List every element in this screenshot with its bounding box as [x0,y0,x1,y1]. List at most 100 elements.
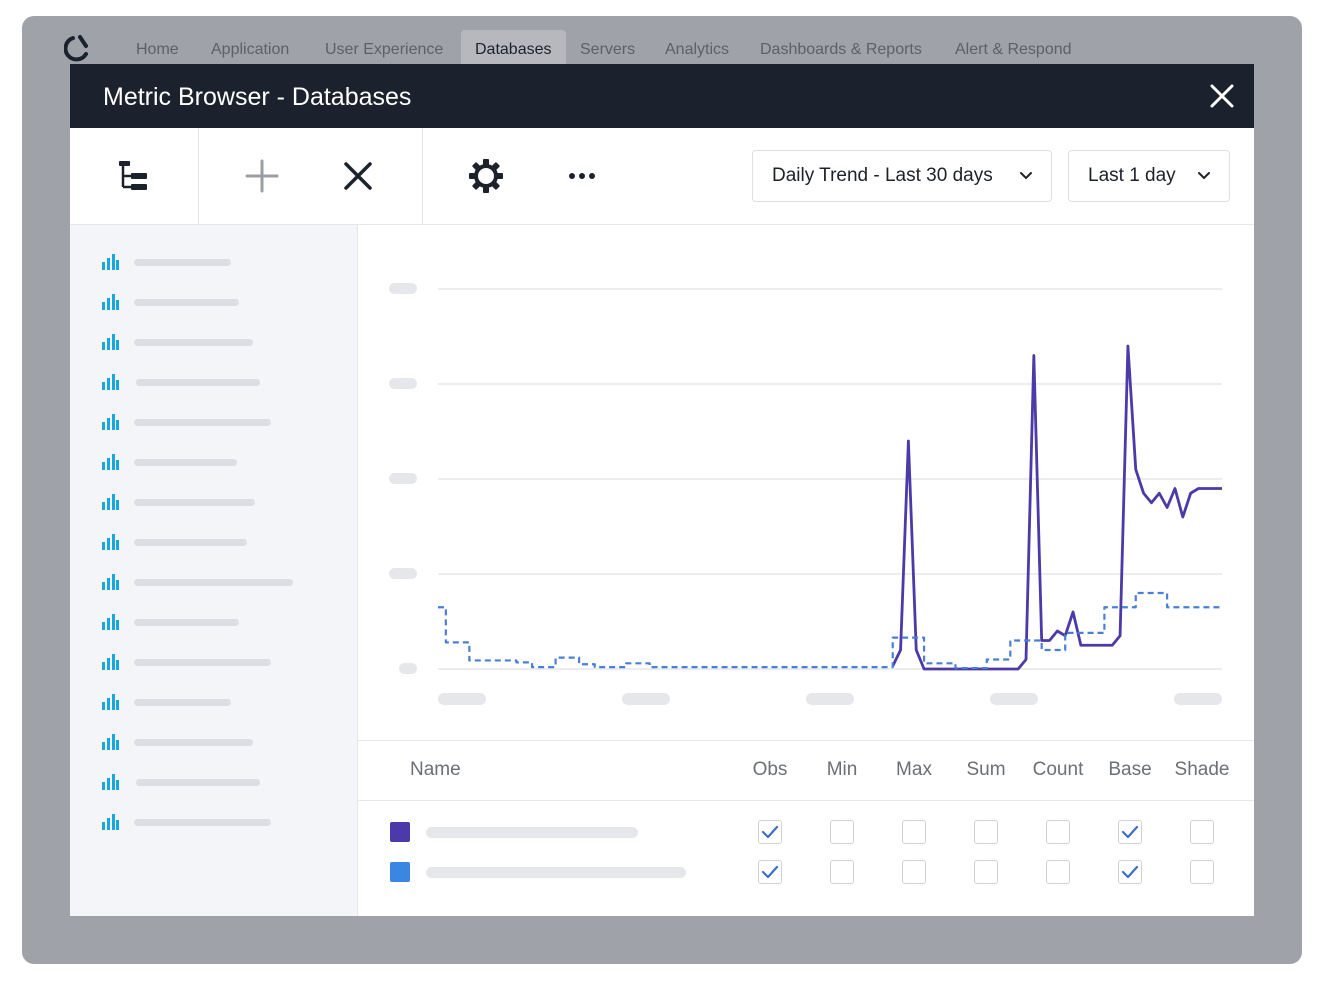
bar-chart-icon [102,574,119,590]
more-icon[interactable] [564,158,600,194]
checkbox-base[interactable] [1118,820,1142,844]
plus-icon[interactable] [244,158,280,194]
checkmark-icon [761,865,779,879]
checkbox-max[interactable] [902,820,926,844]
checkmark-icon [1121,825,1139,839]
bar-chart-icon [102,534,119,550]
y-tick-label-placeholder [389,568,417,579]
bar-chart-icon [102,254,119,270]
tree-item[interactable] [101,572,331,592]
x-tick-label-placeholder [438,693,486,705]
checkbox-obs[interactable] [758,860,782,884]
column-header-base: Base [1108,759,1152,780]
logo-icon [64,35,88,62]
bar-chart-icon [102,494,119,510]
y-tick-label-placeholder [399,663,417,674]
y-tick-label-placeholder [389,473,417,484]
tree-item-label-placeholder [134,739,253,746]
nav-item-home[interactable]: Home [136,41,179,58]
column-header-count: Count [1032,759,1084,780]
checkbox-base[interactable] [1118,860,1142,884]
bar-chart-icon [102,774,119,790]
trend-select[interactable]: Daily Trend - Last 30 days [752,150,1052,202]
range-select-value: Last 1 day [1088,165,1176,186]
checkbox-count[interactable] [1046,820,1070,844]
tree-item-label-placeholder [134,699,231,706]
bar-chart-icon [102,814,119,830]
tree-item[interactable] [101,372,331,392]
y-tick-label-placeholder [389,283,417,294]
tree-item[interactable] [101,812,331,832]
checkbox-max[interactable] [902,860,926,884]
toolbar-divider [198,128,199,225]
metric-name-placeholder [426,867,686,878]
bar-chart-icon [102,374,119,390]
tree-item[interactable] [101,532,331,552]
x-tick-label-placeholder [806,693,854,705]
chevron-down-icon [1020,172,1032,180]
bar-chart-icon [102,734,119,750]
checkmark-icon [761,825,779,839]
nav-item-alert-respond[interactable]: Alert & Respond [955,41,1072,58]
bar-chart-icon [102,334,119,350]
nav-item-servers[interactable]: Servers [580,41,636,58]
gear-icon[interactable] [468,158,504,194]
nav-item-application[interactable]: Application [211,41,290,58]
close-icon[interactable] [1208,82,1236,110]
checkbox-min[interactable] [830,820,854,844]
checkbox-shade[interactable] [1190,860,1214,884]
nav-item-dashboards-reports[interactable]: Dashboards & Reports [760,41,922,58]
tree-item-label-placeholder [134,259,231,266]
tree-item[interactable] [101,772,331,792]
column-header-obs: Obs [752,759,788,780]
tree-item[interactable] [101,252,331,272]
checkbox-shade[interactable] [1190,820,1214,844]
toolbar: Daily Trend - Last 30 days Last 1 day [70,128,1254,225]
series-line-2 [438,591,1222,670]
bar-chart-icon [102,414,119,430]
nav-item-databases[interactable]: Databases [461,30,566,66]
tree-item-label-placeholder [134,579,293,586]
nav-item-analytics[interactable]: Analytics [665,41,730,58]
column-header-shade: Shade [1174,759,1230,780]
tree-item[interactable] [101,492,331,512]
checkbox-sum[interactable] [974,860,998,884]
range-select[interactable]: Last 1 day [1068,150,1230,202]
bar-chart-icon [102,614,119,630]
metric-name-placeholder [426,827,638,838]
series-color-swatch [390,862,410,882]
bar-chart-icon [102,694,119,710]
tree-item[interactable] [101,612,331,632]
close-icon[interactable] [340,158,376,194]
tree-item[interactable] [101,332,331,352]
tree-item[interactable] [101,652,331,672]
checkbox-min[interactable] [830,860,854,884]
chevron-down-icon [1198,172,1210,180]
checkbox-obs[interactable] [758,820,782,844]
tree-item[interactable] [101,412,331,432]
tree-item-label-placeholder [134,619,239,626]
tree-item-label-placeholder [136,379,260,386]
tree-view-icon[interactable] [116,158,152,194]
tree-item-label-placeholder [134,419,271,426]
tree-item[interactable] [101,452,331,472]
modal-header: Metric Browser - Databases [70,64,1254,128]
nav-item-user-experience[interactable]: User Experience [325,41,444,58]
x-tick-label-placeholder [622,693,670,705]
metric-chart [358,225,1254,740]
tree-item[interactable] [101,292,331,312]
x-tick-label-placeholder [1174,693,1222,705]
checkbox-sum[interactable] [974,820,998,844]
line-chart [389,283,1222,705]
tree-item[interactable] [101,692,331,712]
metric-tree-sidebar [70,225,358,916]
column-header-sum: Sum [966,759,1006,780]
column-header-name: Name [410,759,461,780]
tree-item-label-placeholder [134,339,253,346]
trend-select-value: Daily Trend - Last 30 days [772,165,993,186]
tree-item-label-placeholder [136,779,260,786]
tree-item-label-placeholder [134,459,237,466]
checkbox-count[interactable] [1046,860,1070,884]
tree-item[interactable] [101,732,331,752]
bar-chart-icon [102,294,119,310]
